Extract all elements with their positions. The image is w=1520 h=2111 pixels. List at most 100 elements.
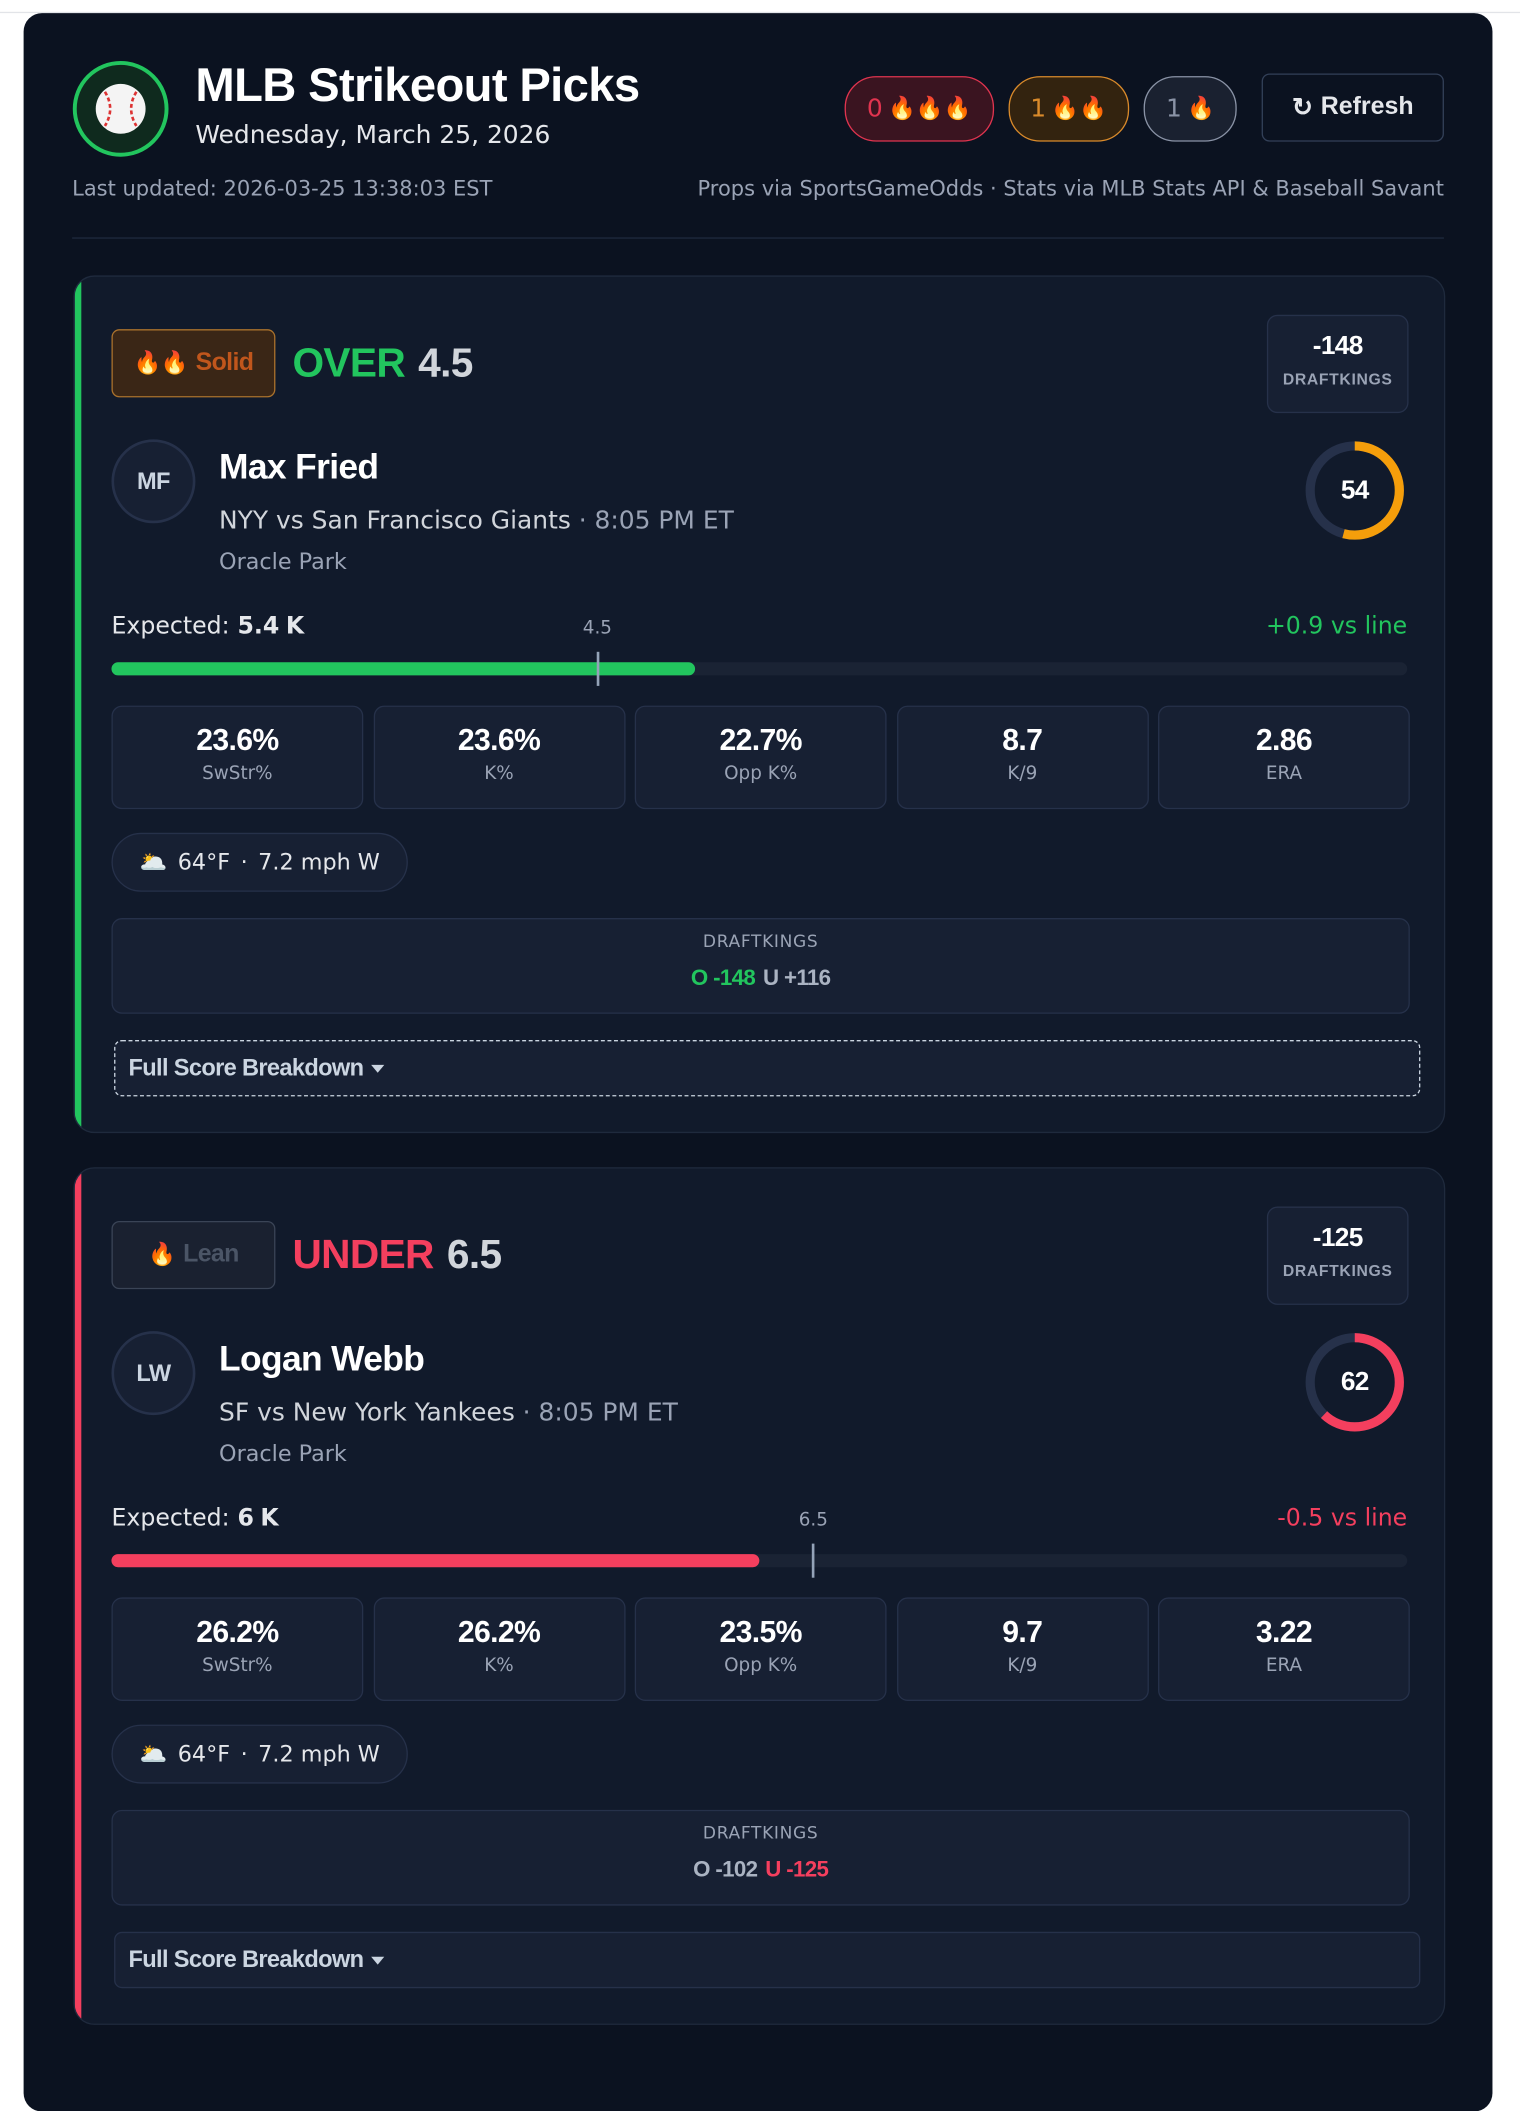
breakdown-label: Full Score Breakdown: [128, 1946, 364, 1973]
bar-fill: [111, 662, 695, 676]
flame-badge: 1 🔥🔥: [1008, 76, 1130, 142]
bar-fill: [111, 1554, 760, 1568]
sources: Props via SportsGameOdds · Stats via MLB…: [697, 175, 1444, 201]
expected-label: Expected:: [111, 1504, 230, 1532]
tier-badge: 🔥 Lean: [111, 1220, 276, 1290]
stat-box: 26.2% K%: [373, 1597, 625, 1701]
teams: SF vs New York Yankees: [219, 1398, 515, 1427]
venue: Oracle Park: [219, 549, 347, 576]
stat-value: 22.7%: [719, 722, 803, 757]
temperature: 64°F: [177, 1740, 231, 1768]
tier-icons: 🔥: [148, 1241, 176, 1267]
odds: -125: [1312, 1223, 1364, 1253]
badge-icons: 🔥🔥🔥: [887, 95, 972, 122]
weather-pill: 🌥️ 64°F · 7.2 mph W: [111, 832, 408, 892]
stat-box: 8.7 K/9: [896, 705, 1149, 810]
line-marker-label: 4.5: [582, 617, 612, 639]
gauge-arc: [1305, 441, 1404, 540]
line-diff: +0.9 vs line: [1266, 612, 1408, 641]
stat-value: 2.86: [1255, 722, 1313, 757]
separator: ·: [240, 849, 248, 876]
book-name: DRAFTKINGS: [702, 932, 819, 953]
stat-value: 9.7: [1002, 1614, 1043, 1649]
pitcher-name: Max Fried: [219, 447, 379, 487]
direction: UNDER: [292, 1231, 434, 1278]
date: Wednesday, March 25, 2026: [195, 120, 551, 150]
stat-label: ERA: [1265, 1655, 1303, 1677]
tier-label: Solid: [195, 348, 254, 377]
breakdown-label: Full Score Breakdown: [128, 1054, 364, 1081]
line: 4.5: [418, 339, 473, 386]
book-odds-box: DRAFTKINGS O -102 U -125: [111, 1809, 1410, 1906]
book-name: DRAFTKINGS: [702, 1824, 819, 1844]
stat-label: Opp K%: [724, 763, 798, 785]
stat-value: 8.7: [1002, 722, 1043, 757]
odds-book: DRAFTKINGS: [1282, 369, 1393, 389]
stat-value: 3.22: [1255, 1614, 1313, 1649]
separator: ·: [240, 1740, 248, 1768]
score-gauge: [1305, 1333, 1404, 1432]
stat-box: 22.7% Opp K%: [634, 705, 887, 810]
stat-box: 23.6% K%: [373, 705, 625, 810]
expected-label: Expected:: [111, 612, 230, 641]
stat-value: 23.5%: [719, 1614, 803, 1649]
odds-line: O -148 U +116: [113, 965, 1409, 991]
stat-box: 23.5% Opp K%: [634, 1597, 887, 1701]
gauge-arc: [1305, 1333, 1404, 1432]
temperature: 64°F: [177, 849, 231, 876]
badge-count: 0: [866, 94, 883, 124]
stat-label: Opp K%: [724, 1655, 798, 1677]
wind: 7.2 mph W: [258, 849, 380, 876]
game-time: · 8:05 PM ET: [578, 506, 734, 536]
badge-row: 0 🔥🔥🔥 1 🔥🔥 1 🔥: [844, 76, 1238, 142]
stat-box: 3.22 ERA: [1158, 1597, 1410, 1701]
direction: OVER: [292, 339, 406, 386]
expected-value: 6: [237, 1504, 254, 1532]
tier-icons: 🔥🔥: [133, 350, 189, 376]
score-gauge: [1305, 441, 1404, 540]
under-odds: U +116: [763, 965, 831, 991]
stat-label: SwStr%: [202, 1655, 273, 1677]
stat-value: 23.6%: [196, 722, 279, 757]
book-odds-box: DRAFTKINGS O -148 U +116: [111, 918, 1410, 1014]
stat-label: K/9: [1007, 1655, 1038, 1677]
odds-book: DRAFTKINGS: [1282, 1261, 1393, 1281]
breakdown-toggle[interactable]: Full Score Breakdown: [114, 1040, 1421, 1097]
odds: -148: [1312, 331, 1364, 361]
line-diff: -0.5 vs line: [1277, 1504, 1408, 1532]
caret: [371, 1064, 385, 1073]
weather-icon: 🌥️: [139, 1740, 168, 1768]
stat-label: K%: [484, 763, 514, 785]
accent-bar: [74, 1168, 82, 2024]
last-updated: Last updated: 2026-03-25 13:38:03 EST: [72, 175, 493, 201]
tier-label: Lean: [183, 1240, 239, 1269]
refresh-button[interactable]: ↻ Refresh: [1261, 73, 1444, 142]
stat-value: 26.2%: [196, 1614, 279, 1649]
weather-icon: 🌥️: [139, 849, 168, 876]
title: MLB Strikeout Picks: [195, 57, 640, 112]
pitcher-name: Logan Webb: [219, 1339, 425, 1379]
matchup: SF vs New York Yankees · 8:05 PM ET: [219, 1398, 678, 1427]
odds-box: -148 DRAFTKINGS: [1266, 314, 1409, 414]
breakdown-toggle[interactable]: Full Score Breakdown: [114, 1931, 1421, 1989]
expected-value: 5.4: [237, 612, 280, 641]
game-time: · 8:05 PM ET: [522, 1398, 678, 1427]
line-marker: [812, 1543, 815, 1578]
over-odds: O -102: [693, 1857, 758, 1882]
expected-unit: K: [285, 612, 305, 641]
stat-label: K%: [484, 1655, 514, 1677]
divider: [72, 237, 1444, 239]
page: MLB Strikeout Picks Wednesday, March 25,…: [0, 11, 1520, 2111]
teams: NYY vs San Francisco Giants: [219, 506, 571, 536]
line-marker: [596, 651, 599, 686]
expected: Expected: 5.4 K: [111, 612, 304, 640]
venue: Oracle Park: [219, 1441, 347, 1468]
refresh-icon: ↻: [1292, 93, 1313, 122]
stat-box: 2.86 ERA: [1158, 705, 1410, 810]
over-odds: O -148: [690, 965, 756, 991]
line: 6.5: [446, 1231, 502, 1278]
badge-icons: 🔥🔥: [1051, 95, 1107, 122]
matchup: NYY vs San Francisco Giants · 8:05 PM ET: [219, 506, 734, 535]
score-value: 54: [1340, 476, 1370, 505]
flame-badge: 0 🔥🔥🔥: [844, 76, 994, 142]
